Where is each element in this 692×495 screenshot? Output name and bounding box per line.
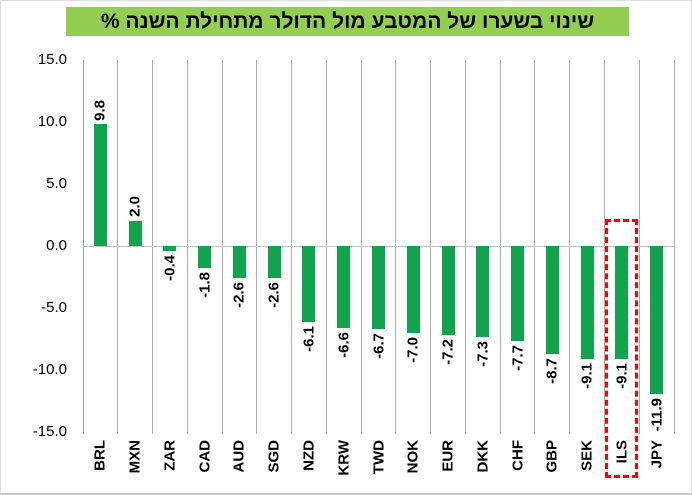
y-tick-label: 5.0 bbox=[46, 175, 67, 192]
y-axis-line bbox=[83, 60, 84, 434]
value-label-CAD: -1.8 bbox=[196, 272, 214, 299]
gridline bbox=[464, 60, 466, 434]
bar-AUD bbox=[232, 246, 246, 279]
axis-label-NOK: NOK bbox=[404, 440, 422, 474]
chart-title: שינוי בשערו של המטבע מול הדולר מתחילת הש… bbox=[66, 7, 629, 36]
bar-SEK bbox=[580, 246, 594, 359]
axis-label-CAD: CAD bbox=[196, 440, 214, 473]
value-label-MXN: 2.0 bbox=[126, 196, 144, 218]
gridline bbox=[395, 60, 397, 434]
gridline bbox=[534, 60, 536, 434]
bar-SGD bbox=[267, 246, 281, 279]
gridline bbox=[430, 60, 432, 434]
gridline bbox=[603, 60, 605, 434]
axis-label-NZD: NZD bbox=[300, 440, 318, 471]
bar-KRW bbox=[337, 246, 351, 328]
bar-CHF bbox=[511, 246, 525, 342]
value-label-NZD: -6.1 bbox=[300, 325, 318, 352]
gridline bbox=[673, 60, 675, 434]
bar-ZAR bbox=[163, 246, 177, 251]
value-label-SGD: -2.6 bbox=[265, 282, 283, 309]
axis-label-MXN: MXN bbox=[126, 440, 144, 474]
y-tick-label: -10.0 bbox=[32, 361, 67, 378]
bar-BRL bbox=[93, 124, 107, 246]
value-label-SEK: -9.1 bbox=[578, 362, 596, 389]
axis-label-AUD: AUD bbox=[230, 440, 248, 473]
bar-NZD bbox=[302, 246, 316, 322]
y-tick-label: 0.0 bbox=[46, 237, 67, 254]
bar-ILS bbox=[615, 246, 629, 359]
gridline bbox=[291, 60, 293, 434]
value-label-CHF: -7.7 bbox=[509, 345, 527, 372]
value-label-EUR: -7.2 bbox=[439, 339, 457, 366]
y-tick-label: -5.0 bbox=[41, 299, 67, 316]
axis-label-BRL: BRL bbox=[91, 440, 109, 471]
bar-MXN bbox=[128, 221, 142, 246]
bar-CAD bbox=[198, 246, 212, 269]
gridline bbox=[221, 60, 223, 434]
gridline bbox=[638, 60, 640, 434]
value-label-NOK: -7.0 bbox=[404, 336, 422, 363]
bar-GBP bbox=[545, 246, 559, 354]
value-label-DKK: -7.3 bbox=[474, 340, 492, 367]
axis-label-ZAR: ZAR bbox=[161, 440, 179, 471]
value-label-KRW: -6.6 bbox=[335, 331, 353, 358]
gridline bbox=[499, 60, 501, 434]
axis-label-SEK: SEK bbox=[578, 440, 596, 471]
y-tick-label: 15.0 bbox=[37, 51, 67, 68]
plot-area: 9.8 BRL 2.0 MXN -0.4 ZAR -1.8 CAD -2.6 AUD -2.6 SGD… bbox=[82, 60, 675, 476]
bar-NOK bbox=[406, 246, 420, 333]
bar-TWD bbox=[372, 246, 385, 330]
gridline bbox=[152, 60, 154, 434]
gridline bbox=[117, 60, 119, 434]
value-label-BRL: 9.8 bbox=[91, 99, 109, 121]
axis-label-DKK: DKK bbox=[474, 440, 492, 473]
axis-label-TWD: TWD bbox=[370, 440, 387, 475]
value-label-ZAR: -0.4 bbox=[161, 254, 179, 281]
value-label-TWD: -6.7 bbox=[370, 333, 387, 359]
gridline bbox=[256, 60, 258, 434]
axis-label-CHF: CHF bbox=[509, 440, 527, 471]
gridline bbox=[186, 60, 188, 434]
gridline bbox=[360, 60, 362, 434]
value-label-AUD: -2.6 bbox=[230, 282, 248, 309]
value-label-JPY: -11.9 bbox=[648, 397, 666, 431]
gridline bbox=[569, 60, 571, 434]
bar-JPY bbox=[650, 246, 664, 394]
bar-EUR bbox=[441, 246, 455, 336]
value-label-GBP: -8.7 bbox=[543, 357, 561, 384]
axis-label-KRW: KRW bbox=[335, 440, 353, 476]
ils-highlight-box bbox=[605, 219, 639, 478]
y-tick-label: -15.0 bbox=[32, 423, 67, 440]
axis-label-JPY: JPY bbox=[648, 440, 666, 469]
bar-DKK bbox=[476, 246, 490, 337]
axis-label-SGD: SGD bbox=[265, 440, 283, 473]
axis-label-EUR: EUR bbox=[439, 440, 457, 472]
y-tick-label: 10.0 bbox=[37, 113, 67, 130]
gridline bbox=[325, 60, 327, 434]
axis-label-GBP: GBP bbox=[543, 440, 561, 473]
